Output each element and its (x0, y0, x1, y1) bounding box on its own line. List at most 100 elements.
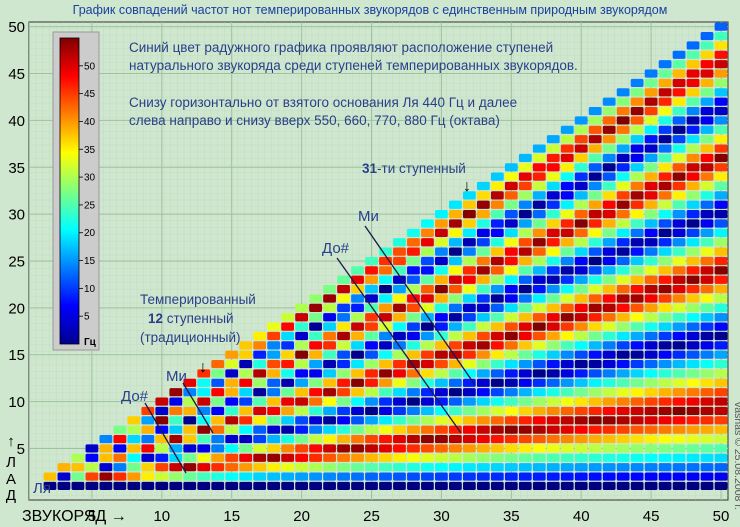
heatmap-cell (602, 97, 616, 106)
heatmap-cell (686, 397, 700, 406)
heatmap-cell (309, 322, 322, 331)
heatmap-cell (379, 481, 392, 491)
heatmap-cell (393, 313, 406, 322)
heatmap-cell (337, 434, 350, 444)
heatmap-cell (560, 144, 574, 153)
heatmap-cell (337, 275, 350, 284)
heatmap-cell (532, 331, 546, 341)
heatmap-cell (532, 434, 546, 444)
heatmap-cell (574, 125, 588, 134)
heatmap-cell (658, 369, 672, 378)
heatmap-cell (309, 331, 322, 341)
heatmap-cell (714, 322, 728, 331)
heatmap-cell (462, 210, 476, 219)
heatmap-cell (532, 425, 546, 434)
heatmap-cell (281, 481, 295, 491)
heatmap-cell (449, 228, 462, 237)
heatmap-cell (700, 322, 714, 331)
x-tick-label: 30 (433, 508, 450, 525)
heatmap-cell (365, 425, 378, 434)
heatmap-cell (658, 210, 672, 219)
heatmap-cell (686, 472, 700, 481)
heatmap-cell (490, 360, 504, 369)
heatmap-cell (99, 453, 113, 462)
heatmap-cell (574, 294, 588, 303)
heatmap-cell (365, 481, 378, 491)
heatmap-cell (630, 219, 644, 228)
heatmap-cell (630, 369, 644, 378)
heatmap-cell (309, 294, 322, 303)
heatmap-cell (85, 463, 99, 472)
heatmap-cell (393, 434, 406, 444)
y-tick-label: 25 (8, 254, 25, 271)
heatmap-cell (337, 313, 350, 322)
heatmap-cell (197, 434, 211, 444)
heatmap-cell (714, 106, 728, 116)
heatmap-cell (560, 388, 574, 397)
heatmap-cell (700, 425, 714, 434)
heatmap-cell (476, 453, 490, 462)
heatmap-cell (365, 256, 378, 266)
heatmap-cell (462, 472, 476, 481)
heatmap-cell (407, 331, 420, 341)
heatmap-cell (686, 247, 700, 256)
heatmap-cell (211, 453, 225, 462)
heatmap-cell (476, 397, 490, 406)
y-tick-label: 5 (17, 441, 25, 458)
heatmap-cell (574, 369, 588, 378)
heatmap-cell (588, 275, 602, 284)
heatmap-cell (644, 125, 658, 134)
heatmap-cell (546, 360, 560, 369)
heatmap-cell (714, 285, 728, 294)
heatmap-cell (476, 406, 490, 416)
heatmap-cell (393, 331, 406, 341)
heatmap-cell (504, 181, 518, 191)
heatmap-cell (295, 406, 308, 416)
heatmap-cell (616, 125, 630, 134)
heatmap-cell (560, 481, 574, 491)
heatmap-cell (546, 256, 560, 266)
heatmap-cell (546, 303, 560, 312)
heatmap-cell (449, 472, 462, 481)
x-axis-ticks: 5 10 15 20 25 30 35 40 45 50 (88, 508, 730, 525)
heatmap-cell (393, 285, 406, 294)
heatmap-cell (323, 472, 336, 481)
heatmap-cell (239, 397, 253, 406)
heatmap-cell (700, 406, 714, 416)
heatmap-cell (476, 481, 490, 491)
heatmap-cell (546, 406, 560, 416)
heatmap-cell (295, 322, 308, 331)
heatmap-cell (504, 463, 518, 472)
heatmap-cell (672, 69, 686, 78)
heatmap-cell (588, 378, 602, 387)
heatmap-cell (630, 191, 644, 200)
heatmap-cell (714, 125, 728, 134)
heatmap-cell (449, 378, 462, 387)
heatmap-cell (141, 425, 155, 434)
heatmap-cell (700, 135, 714, 144)
heatmap-cell (421, 444, 434, 453)
heatmap-cell (253, 331, 267, 341)
heatmap-cell (560, 303, 574, 312)
heatmap-cell (421, 425, 434, 434)
heatmap-cell (421, 285, 434, 294)
heatmap-cell (616, 331, 630, 341)
heatmap-cell (574, 434, 588, 444)
heatmap-cell (281, 434, 295, 444)
heatmap-cell (532, 350, 546, 359)
heatmap-cell (281, 313, 295, 322)
heatmap-cell (518, 425, 532, 434)
heatmap-cell (616, 360, 630, 369)
heatmap-cell (407, 369, 420, 378)
heatmap-cell (518, 378, 532, 387)
heatmap-cell (379, 463, 392, 472)
heatmap-cell (169, 472, 183, 481)
heatmap-cell (281, 463, 295, 472)
heatmap-cell (449, 397, 462, 406)
heatmap-cell (672, 303, 686, 312)
heatmap-cell (449, 341, 462, 350)
heatmap-cell (658, 434, 672, 444)
heatmap-cell (449, 322, 462, 331)
heatmap-cell (546, 247, 560, 256)
heatmap-cell (155, 472, 169, 481)
